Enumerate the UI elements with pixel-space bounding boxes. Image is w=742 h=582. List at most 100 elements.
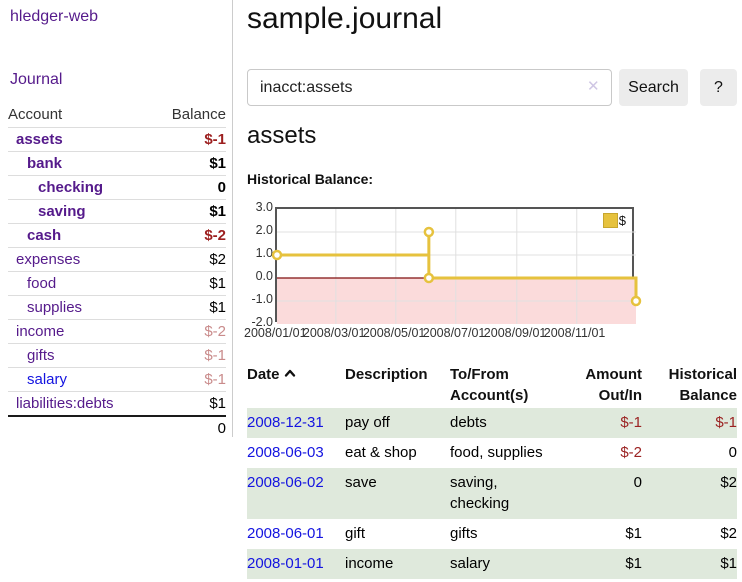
account-balance: $1 [152,151,226,176]
register-date-cell: 2008-12-31 [247,408,345,438]
account-balance: 0 [152,175,226,200]
accounts-table-body: assets $-1 bank $1 checking 0 saving $1 cash $-2 e… [8,127,226,440]
y-axis-tick-label: -2.0 [251,315,273,329]
account-balance: $1 [152,271,226,296]
account-link[interactable]: cash [27,227,62,244]
account-link[interactable]: supplies [27,299,83,316]
register-accounts-cell: gifts [450,525,478,542]
clear-search-icon[interactable]: ✕ [587,78,600,95]
account-name-cell: food [8,271,153,296]
y-axis-tick-label: 1.0 [255,246,273,260]
accounts-total-row: 0 [8,415,226,440]
register-row: 2008-06-02 save saving, checking 0 $2 [247,468,737,519]
transaction-date-link[interactable]: 2008-06-02 [247,474,324,491]
account-link[interactable]: assets [16,131,63,148]
transaction-date-link[interactable]: 2008-06-03 [247,444,324,461]
account-link[interactable]: saving [38,203,86,220]
register-header-row: Date Description To/From Account(s) Amou… [247,362,737,408]
account-balance: $-1 [152,127,226,152]
account-row: gifts $-1 [8,343,226,368]
register-accounts-cell: salary [450,555,491,572]
account-balance: $-1 [152,367,226,392]
register-date-cell: 2008-06-03 [247,438,345,468]
account-link[interactable]: gifts [27,347,55,364]
account-link[interactable]: expenses [16,251,81,268]
x-axis-tick-label: 2008/01/01 [244,326,307,340]
account-row: food $1 [8,271,226,296]
sort-ascending-icon [284,364,296,385]
search-input[interactable] [247,69,612,106]
account-name-cell: gifts [8,343,153,368]
data-point-marker [271,249,283,261]
chart-legend: $ [602,213,626,228]
register-accounts-cell: food, supplies [450,444,543,461]
account-row: saving $1 [8,199,226,224]
search-button[interactable]: Search [619,69,688,106]
account-link[interactable]: salary [27,371,68,388]
account-name-cell: bank [8,151,153,176]
sidebar-item-journal[interactable]: Journal [10,71,63,88]
chart-canvas [271,209,642,324]
register-header-date[interactable]: Date [247,362,345,408]
register-description-cell: gift [345,525,366,542]
main-content: sample.journal ✕ Search ? assets Histori… [244,0,742,582]
account-link[interactable]: bank [27,155,63,172]
account-balance: $1 [152,391,226,416]
register-header-accounts: To/From Account(s) [450,366,529,404]
accounts-total-spacer [8,415,153,440]
account-row: supplies $1 [8,295,226,320]
legend-swatch [602,213,618,228]
register-date-cell: 2008-01-01 [247,549,345,579]
historical-balance-chart: 3.0 2.0 1.0 0.0 -1.0 -2.0 $ 2008/01/01 2008/03… [244,200,742,345]
account-link[interactable]: liabilities:debts [16,395,114,412]
account-row: bank $1 [8,151,226,176]
accounts-header-row: Account Balance [8,103,226,128]
account-link[interactable]: checking [38,179,104,196]
accounts-total-value: 0 [152,415,226,440]
account-link[interactable]: food [27,275,57,292]
register-row: 2008-01-01 income salary $1 $1 [247,549,737,579]
register-amount-cell: 0 [633,474,642,491]
app-brand-link[interactable]: hledger-web [10,8,99,25]
register-balance-cell: 0 [728,444,737,461]
register-description-cell: income [345,555,394,572]
register-description-cell: eat & shop [345,444,417,461]
account-heading: assets [247,122,317,149]
account-balance: $-2 [152,223,226,248]
legend-label: $ [618,213,626,228]
account-name-cell: supplies [8,295,153,320]
transaction-date-link[interactable]: 2008-01-01 [247,555,324,572]
transaction-date-link[interactable]: 2008-12-31 [247,414,324,431]
accounts-header-balance: Balance [171,106,226,123]
account-row: assets $-1 [8,127,226,152]
x-axis-tick-label: 2008/07/01 [422,326,486,340]
data-point-marker [423,272,435,284]
data-point-marker [630,295,642,307]
register-date-cell: 2008-06-01 [247,519,345,549]
register-row: 2008-06-03 eat & shop food, supplies $-2 0 [247,438,737,468]
help-button[interactable]: ? [700,69,737,106]
register-amount-cell: $-1 [620,414,642,431]
account-name-cell: saving [8,199,153,224]
account-link[interactable]: income [16,323,65,340]
transaction-date-link[interactable]: 2008-06-01 [247,525,324,542]
x-axis-tick-label: 2008/11/01 [543,326,606,340]
account-name-cell: liabilities:debts [8,391,153,416]
y-axis-tick-label: 3.0 [255,200,273,214]
register-balance-cell: $2 [720,474,737,491]
register-balance-cell: $1 [720,555,737,572]
register-table-body: 2008-12-31 pay off debts $-1 $-1 2008-06-03 ea… [247,408,737,579]
register-amount-cell: $-2 [620,444,642,461]
search-form: ✕ Search ? [247,69,742,106]
account-name-cell: salary [8,367,153,392]
account-row: income $-2 [8,319,226,344]
register-row: 2008-12-31 pay off debts $-1 $-1 [247,408,737,438]
account-balance: $-1 [152,343,226,368]
account-name-cell: assets [8,127,153,152]
register-accounts-cell: debts [450,414,487,431]
account-name-cell: checking [8,175,153,200]
register-amount-cell: $1 [625,555,642,572]
account-row: liabilities:debts $1 [8,391,226,416]
account-balance: $1 [152,295,226,320]
account-balance: $2 [152,247,226,272]
